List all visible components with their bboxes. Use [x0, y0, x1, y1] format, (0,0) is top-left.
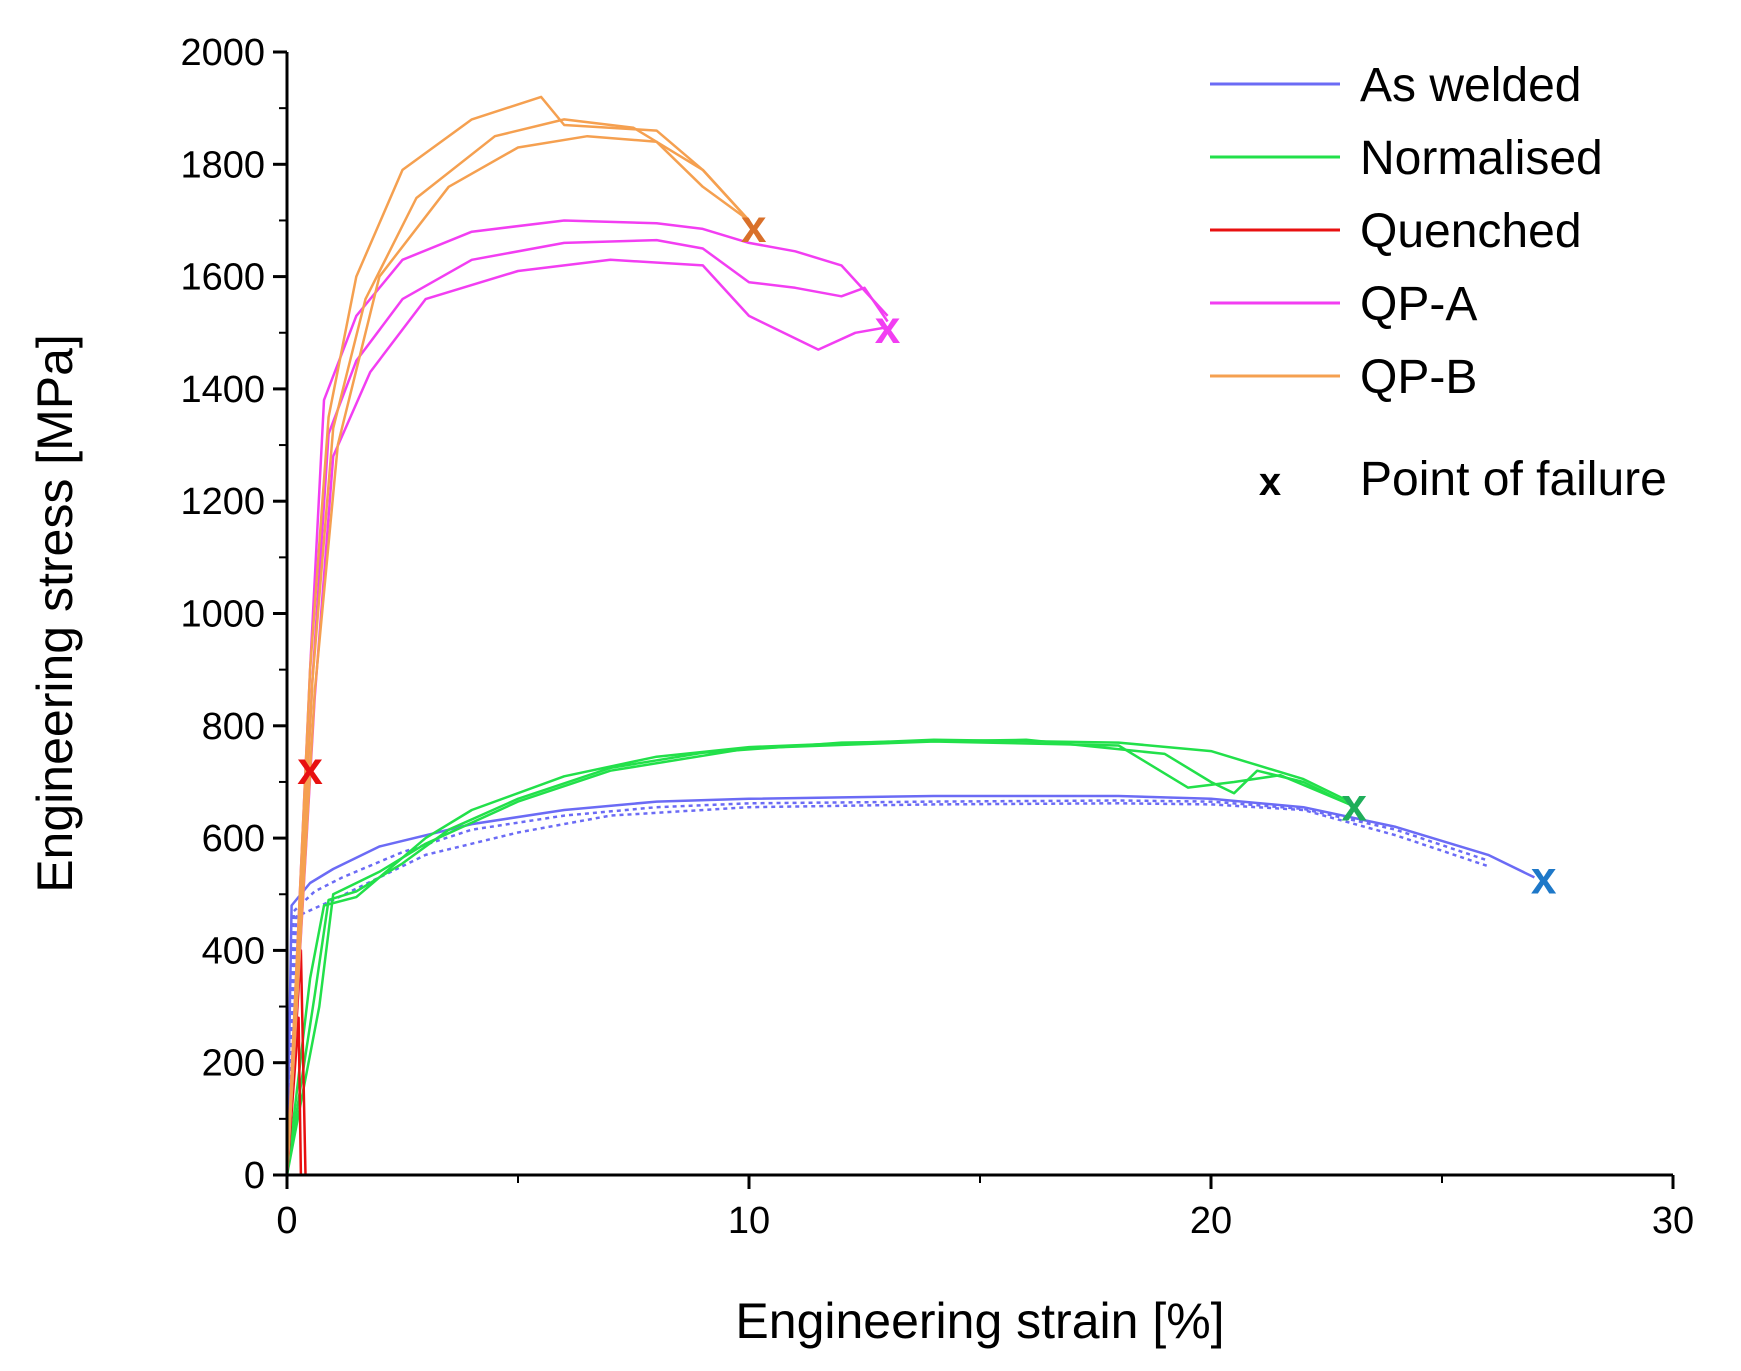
legend-failure-label: Point of failure [1360, 453, 1667, 506]
y-tick-label: 1800 [180, 144, 265, 186]
y-tick-label: 800 [202, 706, 265, 748]
legend-failure-symbol: x [1259, 460, 1281, 504]
series-line-qp-b [285, 134, 750, 1176]
y-tick-label: 2000 [180, 32, 265, 74]
legend-label-as-welded: As welded [1360, 59, 1581, 112]
legend: As welded Normalised Quenched QP-A QP-B x Poin… [1210, 59, 1667, 506]
y-axis-title: Engineering stress [MPa] [27, 334, 83, 893]
y-ticks: 0 200 400 600 800 1000 1200 1400 1600 1800 2000 [180, 32, 287, 1197]
series-line-normalised [285, 738, 1351, 1176]
legend-label-normalised: Normalised [1360, 132, 1603, 185]
x-tick-label: 30 [1652, 1200, 1694, 1242]
legend-label-qp-a: QP-A [1360, 278, 1477, 331]
series-line-qp-b [285, 118, 750, 1176]
failure-marker-quenched: x [297, 742, 323, 794]
y-tick-label: 1600 [180, 257, 265, 299]
series-line-qp-a [285, 258, 888, 1176]
series-line-qp-a [285, 219, 889, 1176]
y-tick-label: 1400 [180, 369, 265, 411]
series-line-as-welded [285, 799, 1489, 1176]
series-line-as-welded [285, 794, 1535, 1176]
axes: 0 10 20 30 0 200 400 600 800 1000 1200 1400 1600 180… [27, 32, 1694, 1349]
y-tick-label: 200 [202, 1043, 265, 1085]
series-line-qp-b [285, 95, 750, 1176]
series-line-as-welded [285, 802, 1489, 1176]
series-line-qp-a [285, 238, 889, 1176]
x-tick-label: 20 [1190, 1200, 1232, 1242]
x-tick-label: 0 [276, 1200, 297, 1242]
y-tick-label: 1000 [180, 594, 265, 636]
series-line-normalised [285, 740, 1351, 1176]
y-tick-label: 400 [202, 930, 265, 972]
series-curves [285, 95, 1535, 1176]
y-tick-label: 0 [244, 1155, 265, 1197]
legend-label-qp-b: QP-B [1360, 351, 1477, 404]
y-tick-label: 1200 [180, 481, 265, 523]
failure-marker-qp-b: x [741, 200, 767, 252]
failure-markers: x x x x x [297, 200, 1557, 903]
failure-marker-as-welded: x [1531, 851, 1557, 903]
failure-marker-qp-a: x [875, 301, 901, 353]
x-tick-label: 10 [728, 1200, 770, 1242]
x-axis-title: Engineering strain [%] [735, 1293, 1224, 1349]
failure-marker-normalised: x [1341, 778, 1367, 830]
legend-label-quenched: Quenched [1360, 205, 1582, 258]
series-line-normalised [285, 738, 1351, 1176]
x-ticks: 0 10 20 30 [276, 1175, 1694, 1242]
y-tick-label: 600 [202, 818, 265, 860]
